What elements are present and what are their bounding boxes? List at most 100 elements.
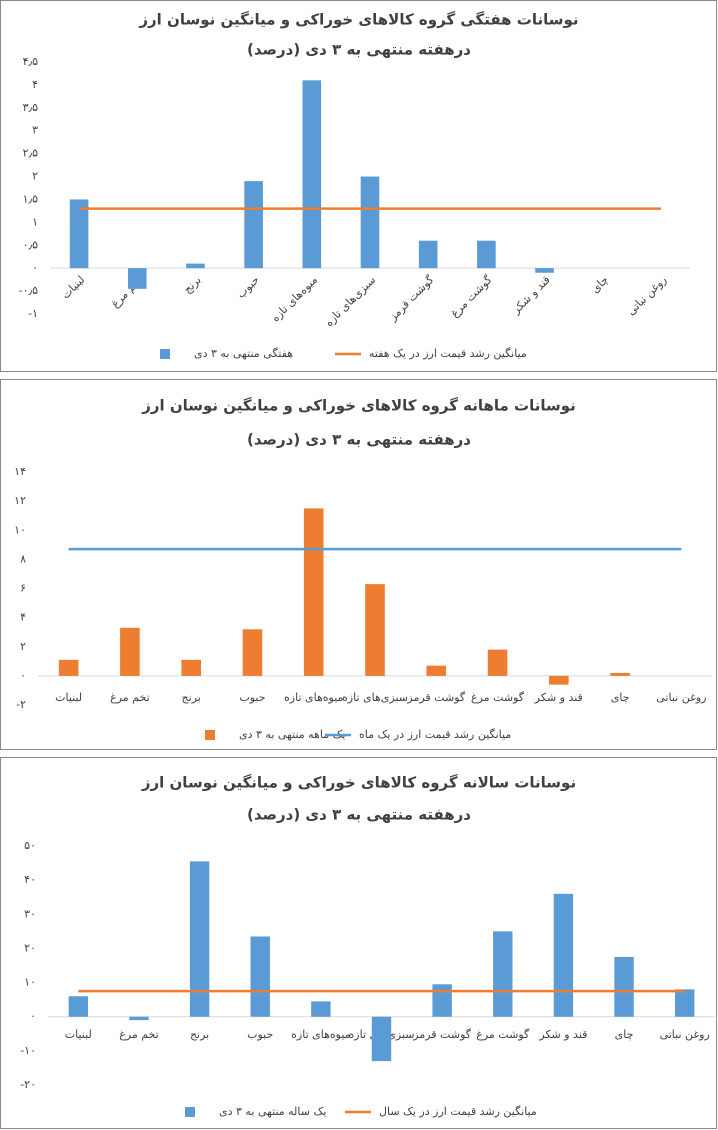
chart-title: نوسانات هفتگی گروه کالاهای خوراکی و میان… [138,11,578,29]
chart-subtitle: درهفته منتهی به ۳ دی (درصد) [247,806,471,824]
y-tick-label: ۱۴ [14,465,26,478]
bar [674,989,695,1017]
bar [432,984,452,1017]
y-tick-label: ۰ [32,261,38,274]
y-tick-label: ۴ [32,78,38,91]
bar [303,508,324,676]
legend-label: هفتگی منتهی به ۳ دی [194,347,293,360]
bar [487,649,508,676]
y-tick-label: ۱ [32,215,38,228]
x-tick-label: گوشت مرغ [471,691,525,704]
bar [493,931,513,1017]
y-tick-label: ۱۰ [24,976,36,989]
bar [242,629,263,676]
y-tick-label: ۱٫۵ [23,192,38,205]
x-tick-label: لبنیات [65,1028,92,1041]
bar [189,861,210,1017]
y-tick-label: ۸ [20,552,26,565]
x-tick-label: قند و شکر [534,691,583,704]
x-tick-label: قند و شکر [538,1028,587,1041]
bar [426,665,447,676]
bar [360,176,380,269]
y-tick-label: ۲ [32,170,38,183]
bar [127,268,147,289]
x-tick-label: گوشت مرغ [476,1028,530,1041]
x-tick-label: حبوب [247,1028,273,1041]
bar [418,240,438,269]
y-tick-label: ۰ [30,1010,36,1023]
y-tick-label: ۲٫۵ [23,147,38,160]
x-tick-label: گوشت قرمز [412,1028,471,1041]
legend-swatch [160,349,170,359]
y-tick-label: ۲۰ [24,941,36,954]
legend-swatch [205,730,215,740]
y-tick-label: ۴۰ [24,873,36,886]
bar [129,1016,149,1021]
bar [553,893,574,1017]
y-tick-label: ۱۲ [14,494,26,507]
chart-subtitle: درهفته منتهی به ۳ دی (درصد) [247,41,471,59]
y-tick-label: ۱۰ [14,523,26,536]
legend-label: یک ماهه منتهی به ۳ دی [239,728,346,741]
legend-label: میانگین رشد قیمت ارز در یک ماه [359,728,511,741]
y-tick-label: ۵۰ [24,839,36,852]
bar [181,659,201,676]
legend-label: یک ساله منتهی به ۳ دی [219,1105,326,1118]
x-tick-label: برنج [182,691,201,704]
y-tick-label: -۰٫۵ [19,284,38,297]
x-tick-label: سبزی‌های تازه [342,691,408,704]
x-tick-label: روغن نباتی [660,1028,710,1041]
y-tick-label: -۲۰ [20,1078,36,1091]
y-tick-label: ۴ [20,611,26,624]
chart-title: نوسانات سالانه گروه کالاهای خوراکی و میا… [141,774,576,792]
y-tick-label: -۲ [16,698,26,711]
chart-subtitle: درهفته منتهی به ۳ دی (درصد) [247,431,471,449]
legend-label: میانگین رشد قیمت ارز در یک هفته [369,347,527,360]
x-tick-label: چای [615,1028,634,1041]
y-tick-label: ۳٫۵ [23,101,38,114]
y-tick-label: ۶ [20,582,26,595]
bar [365,584,385,676]
y-tick-label: ۳ [32,124,38,137]
y-tick-label: -۱۰ [20,1044,36,1057]
bar [250,936,270,1017]
x-tick-label: چای [611,691,630,704]
bar [614,956,634,1017]
bar [477,240,496,269]
bar [69,199,89,269]
y-tick-label: -۱ [28,307,38,320]
bar [302,80,322,269]
bar [68,996,89,1017]
legend-swatch [185,1107,195,1117]
x-tick-label: روغن نباتی [656,691,706,704]
bar [186,263,205,269]
chart-title: نوسانات ماهانه گروه کالاهای خوراکی و میا… [141,397,576,415]
chart-frame [0,379,717,750]
legend-label: میانگین رشد قیمت ارز در یک سال [379,1105,537,1118]
chart-frame [0,0,717,372]
bar [371,1016,392,1062]
bar [311,1001,331,1017]
bar [120,627,140,676]
x-tick-label: میوه‌های تازه [291,1028,351,1041]
bar [610,672,630,676]
bar [58,659,79,676]
bar [535,268,554,273]
x-tick-label: برنج [190,1028,209,1041]
bar [549,675,569,685]
chart-frame [0,757,717,1129]
bar [244,181,263,269]
y-tick-label: ۴٫۵ [23,55,38,68]
y-tick-label: ۰ [20,669,26,682]
y-tick-label: ۳۰ [24,907,36,920]
x-tick-label: تخم مرغ [119,1028,159,1041]
x-tick-label: میوه‌های تازه [284,691,344,704]
y-tick-label: ۰٫۵ [23,238,38,251]
x-tick-label: تخم مرغ [110,691,150,704]
x-tick-label: حبوب [239,691,265,704]
x-tick-label: لبنیات [55,691,82,704]
x-tick-label: گوشت قرمز [406,691,465,704]
y-tick-label: ۲ [20,640,26,653]
